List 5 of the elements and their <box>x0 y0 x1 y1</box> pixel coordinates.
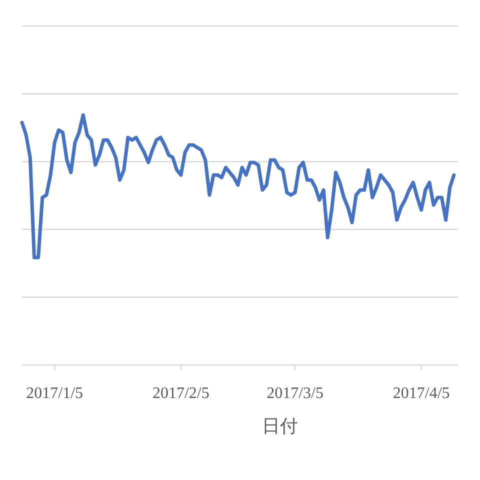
x-axis-title: 日付 <box>262 416 298 437</box>
x-tick-label: 2017/2/5 <box>152 385 210 402</box>
x-tick-label: 2017/4/5 <box>392 385 450 402</box>
x-tick-label: 2017/1/5 <box>26 385 84 402</box>
x-tick-label: 2017/3/5 <box>266 385 324 402</box>
